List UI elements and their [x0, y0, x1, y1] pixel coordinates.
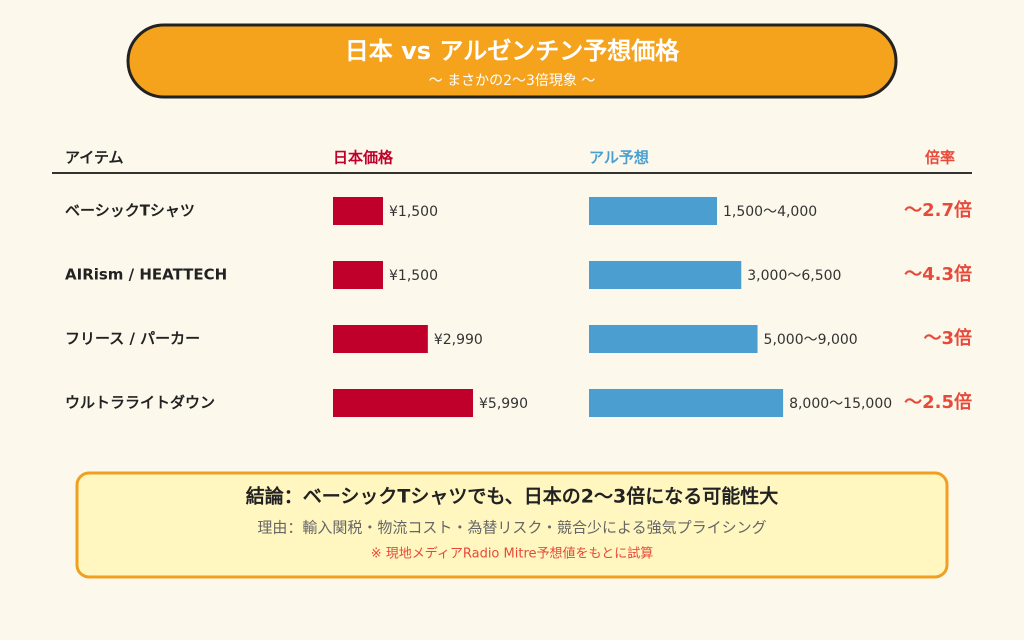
item-name: ベーシックTシャツ: [65, 202, 195, 220]
japan-bar: [333, 389, 474, 417]
argentina-bar: [589, 197, 717, 225]
japan-bar: [333, 197, 383, 225]
title: 日本 vs アルゼンチン予想価格: [345, 37, 680, 65]
column-header: 日本価格: [333, 149, 394, 167]
argentina-bar: [589, 389, 784, 417]
japan-label: ¥5,990: [479, 396, 528, 412]
item-name: フリース / パーカー: [65, 330, 200, 348]
reason: 理由：輸入関税・物流コスト・為替リスク・競合少による強気プライシング: [257, 519, 766, 537]
column-header: アル予想: [589, 149, 649, 167]
ratio: 〜4.3倍: [904, 263, 972, 285]
ratio: 〜3倍: [923, 327, 972, 349]
japan-bar: [333, 261, 383, 289]
japan-bar: [333, 325, 428, 353]
column-header: 倍率: [925, 149, 955, 167]
argentina-label: 1,500〜4,000: [723, 204, 817, 220]
argentina-label: 8,000〜15,000: [789, 396, 892, 412]
japan-label: ¥1,500: [389, 268, 438, 284]
ratio: 〜2.7倍: [904, 199, 972, 221]
header-pill: [126, 23, 898, 99]
japan-label: ¥2,990: [434, 332, 483, 348]
subtitle: 〜 まさかの2〜3倍現象 〜: [429, 73, 596, 89]
argentina-label: 5,000〜9,000: [764, 332, 858, 348]
argentina-bar: [589, 325, 758, 353]
conclusion-box: [75, 471, 949, 579]
conclusion: 結論：ベーシックTシャツでも、日本の2〜3倍になる可能性大: [246, 485, 778, 508]
argentina-bar: [589, 261, 742, 289]
note: ※ 現地メディアRadio Mitre予想値をもとに試算: [371, 546, 654, 562]
item-name: ウルトラライトダウン: [65, 394, 215, 412]
item-name: AIRism / HEATTECH: [65, 266, 227, 284]
ratio: 〜2.5倍: [904, 391, 972, 413]
japan-label: ¥1,500: [389, 204, 438, 220]
argentina-label: 3,000〜6,500: [747, 268, 841, 284]
column-header: アイテム: [65, 149, 124, 167]
rows: ベーシックTシャツ ¥1,500 1,500〜4,000 〜2.7倍 AIRism / …: [65, 197, 972, 417]
